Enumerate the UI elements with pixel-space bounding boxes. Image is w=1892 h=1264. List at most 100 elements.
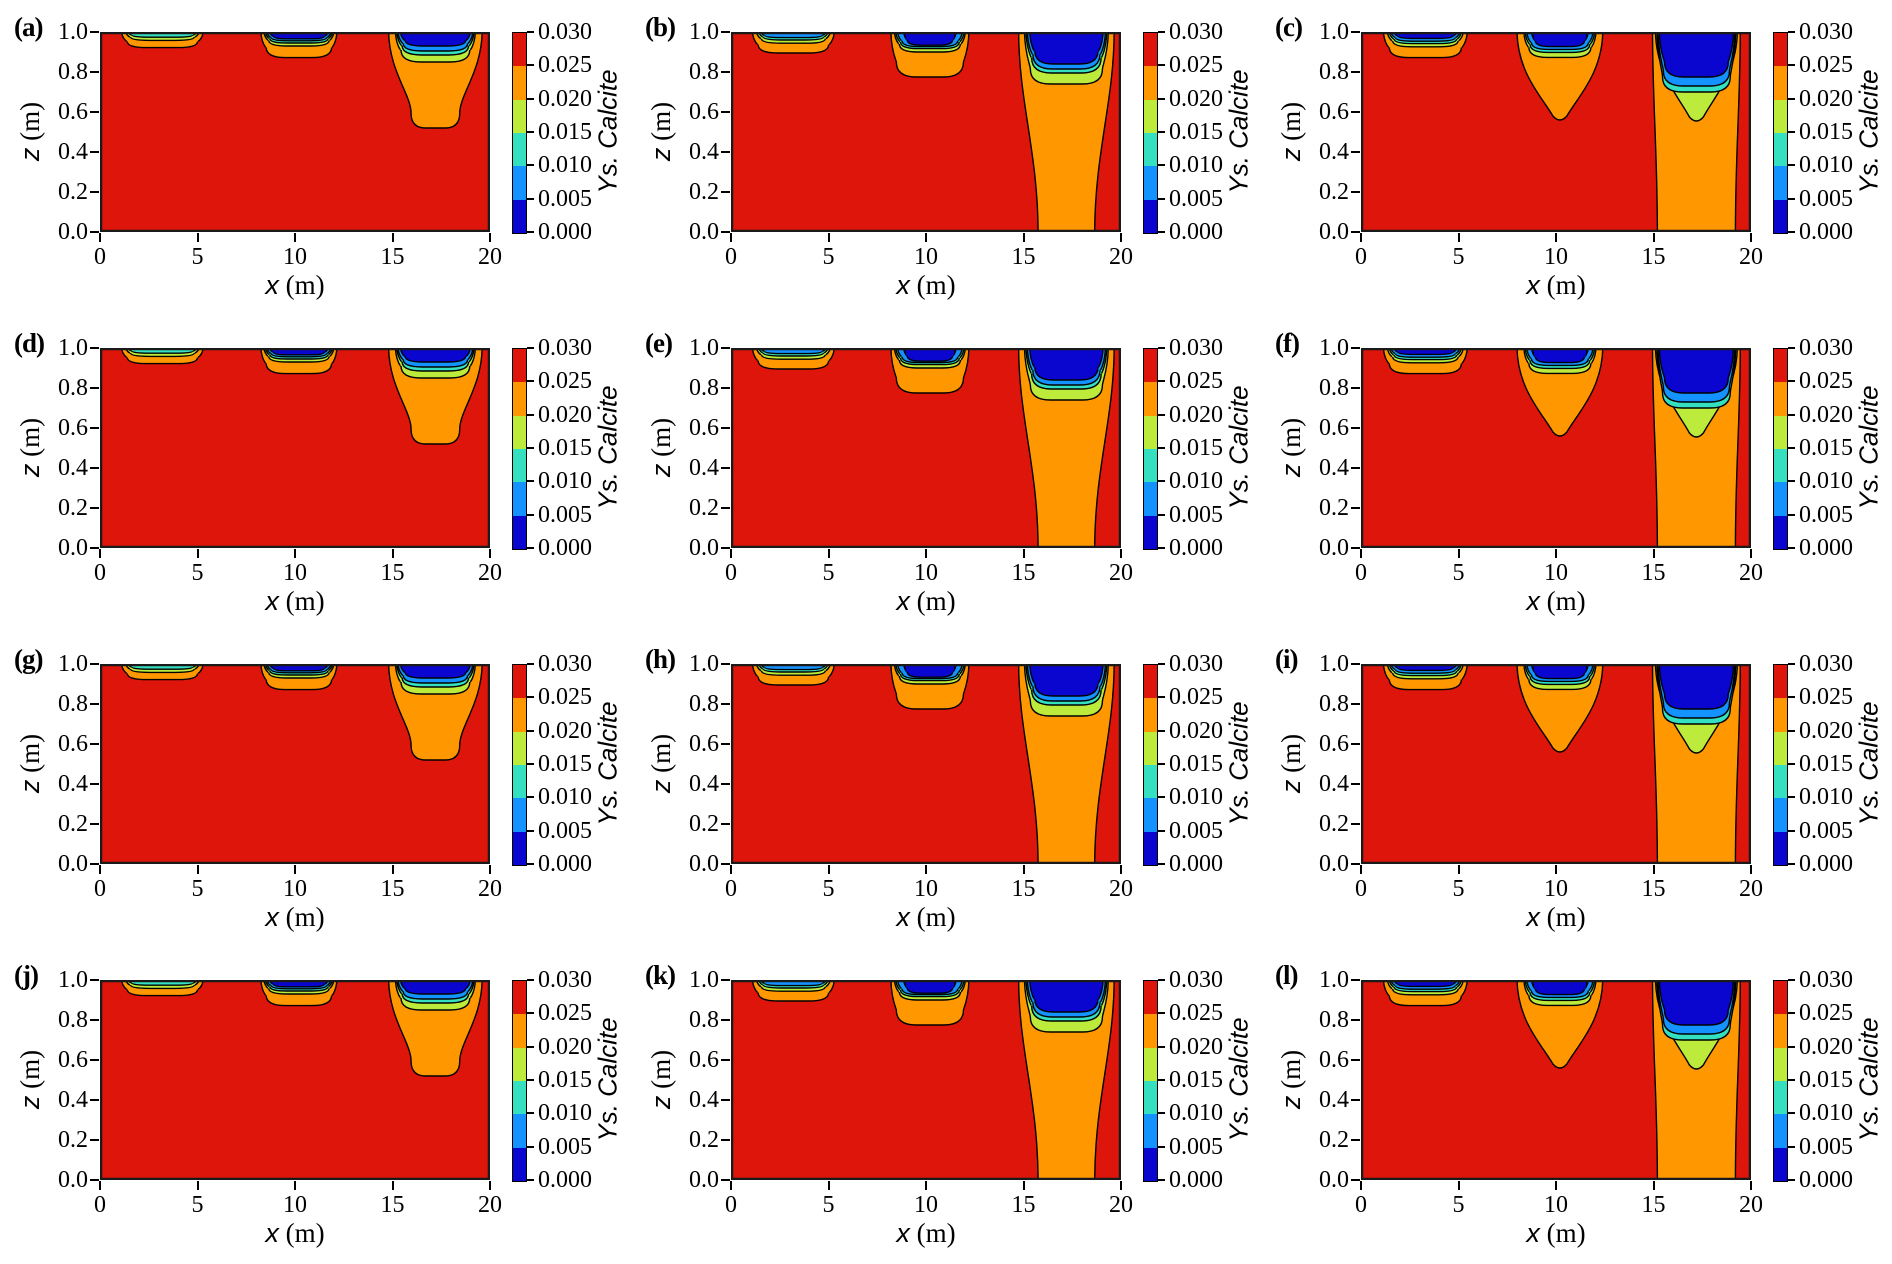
colorbar-tick-mark xyxy=(527,380,534,383)
x-tick-label: 0 xyxy=(94,876,106,902)
x-tick-label: 15 xyxy=(1011,876,1036,902)
panel-label: (h) xyxy=(645,644,676,674)
z-tick-label: 0.4 xyxy=(689,139,719,165)
x-tick-mark xyxy=(1457,549,1460,558)
x-tick-mark xyxy=(1652,549,1655,558)
z-tick-label: 0.0 xyxy=(689,535,719,561)
colorbar-segment xyxy=(1774,415,1787,449)
x-tick-label: 10 xyxy=(914,1192,938,1218)
contour-region-navy xyxy=(1530,348,1589,364)
z-tick-mark xyxy=(721,31,730,33)
colorbar-tick-mark xyxy=(527,796,534,799)
colorbar-segment xyxy=(1774,382,1787,416)
z-tick-mark xyxy=(1351,71,1360,73)
colorbar-tick-label: 0.010 xyxy=(1169,468,1223,495)
z-tick-mark xyxy=(721,743,730,745)
x-tick-label: 20 xyxy=(478,560,502,586)
colorbar-tick-mark xyxy=(1158,696,1165,699)
x-tick-mark xyxy=(730,233,732,242)
colorbar-tick-label: 0.030 xyxy=(538,967,592,993)
colorbar-tick-label: 0.025 xyxy=(1799,684,1853,711)
z-tick-label: 0.4 xyxy=(58,139,88,165)
z-tick-label: 0.6 xyxy=(58,731,88,757)
colorbar-tick-mark xyxy=(527,547,534,549)
colorbar xyxy=(1773,664,1788,866)
colorbar-tick-label: 0.025 xyxy=(538,52,592,79)
colorbar-tick-mark xyxy=(1788,64,1795,67)
colorbar-tick-mark xyxy=(1158,347,1165,349)
z-tick-label: 0.4 xyxy=(689,455,719,481)
z-tick-label: 0.6 xyxy=(58,99,88,125)
colorbar-segment xyxy=(513,415,526,449)
x-tick-label: 10 xyxy=(283,1192,307,1218)
x-axis-label: x (m) xyxy=(896,902,955,933)
colorbar-tick-mark xyxy=(527,763,534,765)
x-axis-unit: (m) xyxy=(285,902,325,932)
x-tick-mark xyxy=(1120,1181,1122,1190)
colorbar-segment xyxy=(1774,1047,1787,1081)
x-tick-label: 15 xyxy=(380,560,405,586)
colorbar-segment xyxy=(1774,515,1787,549)
colorbar-segment xyxy=(1774,831,1787,865)
x-tick-label: 15 xyxy=(1011,244,1036,270)
colorbar-tick-mark xyxy=(527,447,534,449)
colorbar-tick-mark xyxy=(1788,763,1795,765)
colorbar-tick-label: 0.005 xyxy=(1799,185,1853,212)
z-tick-label: 0.2 xyxy=(1319,1127,1349,1153)
colorbar-segment xyxy=(1144,981,1157,1015)
colorbar-tick-mark xyxy=(1788,1079,1795,1081)
z-tick-mark xyxy=(90,231,99,233)
x-tick-label: 10 xyxy=(914,244,938,270)
colorbar-segment xyxy=(1144,199,1157,233)
x-tick-label: 5 xyxy=(191,1192,204,1218)
colorbar-tick-mark xyxy=(527,1145,534,1148)
colorbar-segment xyxy=(513,66,526,100)
x-axis-label: x (m) xyxy=(1526,270,1585,301)
colorbar-tick-mark xyxy=(1158,1179,1165,1181)
colorbar-tick-label: 0.010 xyxy=(1799,784,1853,811)
x-axis-variable: x xyxy=(896,270,910,300)
colorbar-tick-mark xyxy=(1788,413,1795,416)
colorbar-segment xyxy=(513,1147,526,1181)
panel-a: (a) z (m) Ys. Calcite x (m) 0.0 0.2 0.4 0.6… xyxy=(0,0,631,316)
z-tick-mark xyxy=(721,1019,730,1021)
colorbar-title: Ys. Calcite xyxy=(1223,69,1254,194)
colorbar-tick-mark xyxy=(527,31,534,33)
colorbar-tick-label: 0.025 xyxy=(1799,52,1853,79)
x-axis-label: x (m) xyxy=(265,270,324,301)
colorbar-segment xyxy=(1774,132,1787,167)
x-tick-label: 0 xyxy=(725,244,737,270)
z-tick-label: 0.6 xyxy=(1319,415,1349,441)
x-tick-mark xyxy=(99,1181,101,1190)
colorbar-segment xyxy=(1144,448,1157,483)
x-tick-mark xyxy=(730,1181,732,1190)
colorbar xyxy=(512,348,527,550)
contour-region-navy xyxy=(399,980,472,995)
x-tick-mark xyxy=(196,233,199,242)
z-tick-label: 0.2 xyxy=(58,179,88,205)
colorbar-tick-mark xyxy=(527,1045,534,1048)
x-axis-label: x (m) xyxy=(1526,1218,1585,1249)
colorbar-segment xyxy=(1774,448,1787,483)
z-tick-label: 0.6 xyxy=(1319,99,1349,125)
x-tick-label: 5 xyxy=(191,876,204,902)
x-tick-label: 15 xyxy=(1011,560,1036,586)
x-tick-mark xyxy=(730,549,732,558)
z-tick-mark xyxy=(90,703,99,705)
z-tick-label: 0.8 xyxy=(689,1007,719,1033)
colorbar-tick-mark xyxy=(527,1012,534,1015)
colorbar-segment xyxy=(513,1047,526,1081)
colorbar-segment xyxy=(1144,831,1157,865)
colorbar-segment xyxy=(1774,798,1787,832)
z-tick-mark xyxy=(1351,783,1360,785)
x-tick-label: 20 xyxy=(1739,1192,1763,1218)
x-tick-label: 20 xyxy=(1109,560,1133,586)
colorbar xyxy=(1143,348,1158,550)
z-tick-label: 0.8 xyxy=(58,375,88,401)
colorbar-tick-mark xyxy=(1788,380,1795,383)
colorbar-tick-mark xyxy=(1158,1145,1165,1148)
colorbar-tick-mark xyxy=(1788,97,1795,100)
colorbar-tick-label: 0.005 xyxy=(1169,501,1223,528)
colorbar-tick-label: 0.015 xyxy=(1169,1067,1223,1093)
colorbar-tick-label: 0.010 xyxy=(1169,1100,1223,1127)
